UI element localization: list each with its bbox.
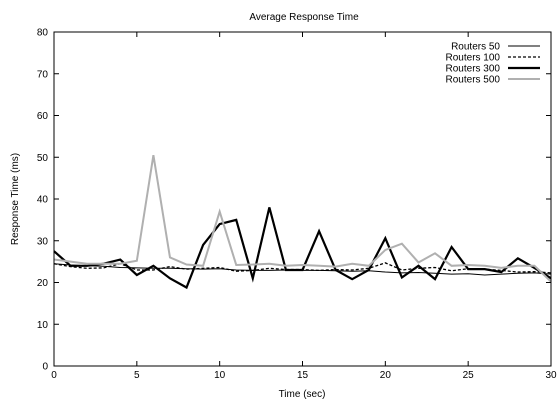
series-line-routers-300 [53,207,552,290]
y-tick-label: 0 [42,362,48,373]
y-axis: 0 10 20 30 40 50 60 70 80 [37,28,551,373]
legend-label: Routers 500 [446,75,501,86]
legend-label: Routers 100 [446,53,501,64]
y-tick-label: 60 [37,111,49,122]
series-line-routers-500 [53,155,552,283]
y-tick-label: 10 [37,320,49,331]
chart-title: Average Response Time [249,12,359,23]
x-axis-label: Time (sec) [279,389,326,400]
y-tick-label: 70 [37,69,49,80]
y-tick-label: 40 [37,195,49,206]
y-tick-label: 20 [37,278,49,289]
y-tick-label: 50 [37,153,49,164]
x-axis: 0 5 10 15 20 25 30 [51,32,557,381]
y-tick-label: 30 [37,236,49,247]
x-tick-label: 5 [134,370,140,381]
x-tick-label: 25 [463,370,475,381]
legend-label: Routers 300 [446,64,501,75]
x-tick-label: 30 [545,370,557,381]
y-axis-label: Response Time (ms) [10,153,21,245]
y-tick-label: 80 [37,28,49,39]
x-tick-label: 15 [297,370,309,381]
legend-label: Routers 50 [451,42,500,53]
x-tick-label: 0 [51,370,57,381]
x-tick-label: 20 [380,370,392,381]
plot-lines [53,155,552,290]
x-tick-label: 10 [214,370,226,381]
